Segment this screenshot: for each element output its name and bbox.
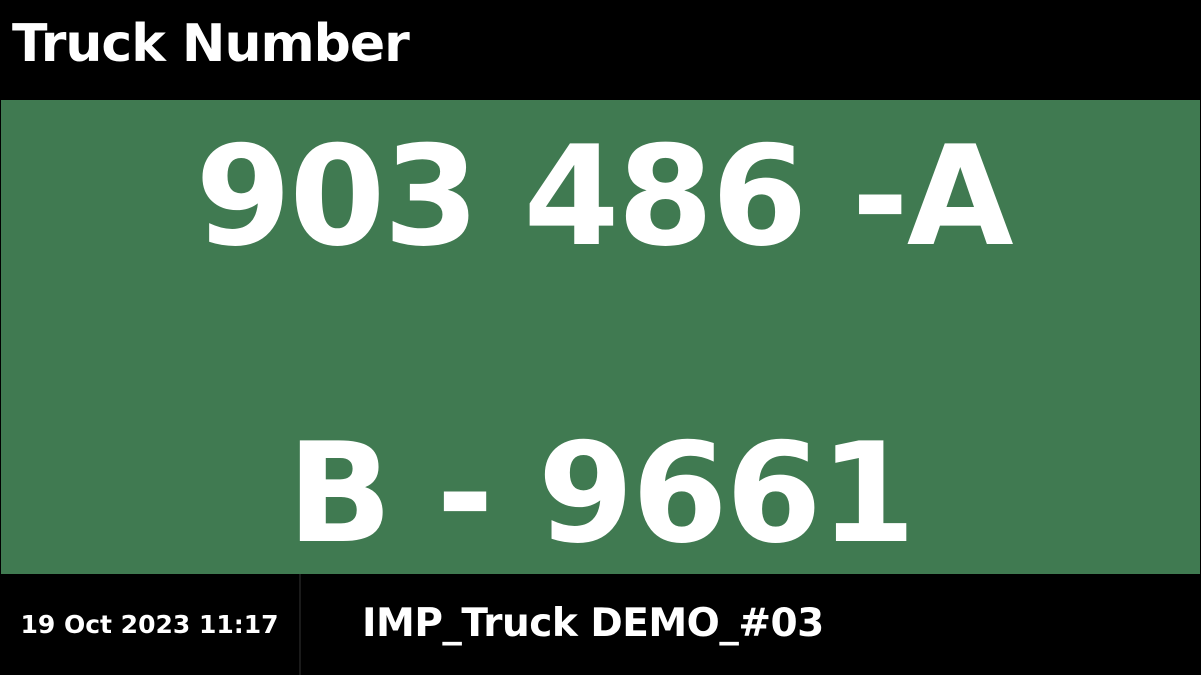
datetime-label: 19 Oct 2023 11:17 <box>0 574 301 675</box>
header-bar: Truck Number <box>0 0 1201 100</box>
page-title: Truck Number <box>12 14 410 74</box>
plate-display-panel: 903 486 -A B - 9661 <box>1 100 1200 574</box>
device-name-label: IMP_Truck DEMO_#03 <box>362 601 824 646</box>
truck-number-line-2: B - 9661 <box>287 413 916 574</box>
footer-bar: 19 Oct 2023 11:17 IMP_Truck DEMO_#03 <box>0 574 1201 675</box>
truck-number-line-1: 903 486 -A <box>195 116 1013 277</box>
